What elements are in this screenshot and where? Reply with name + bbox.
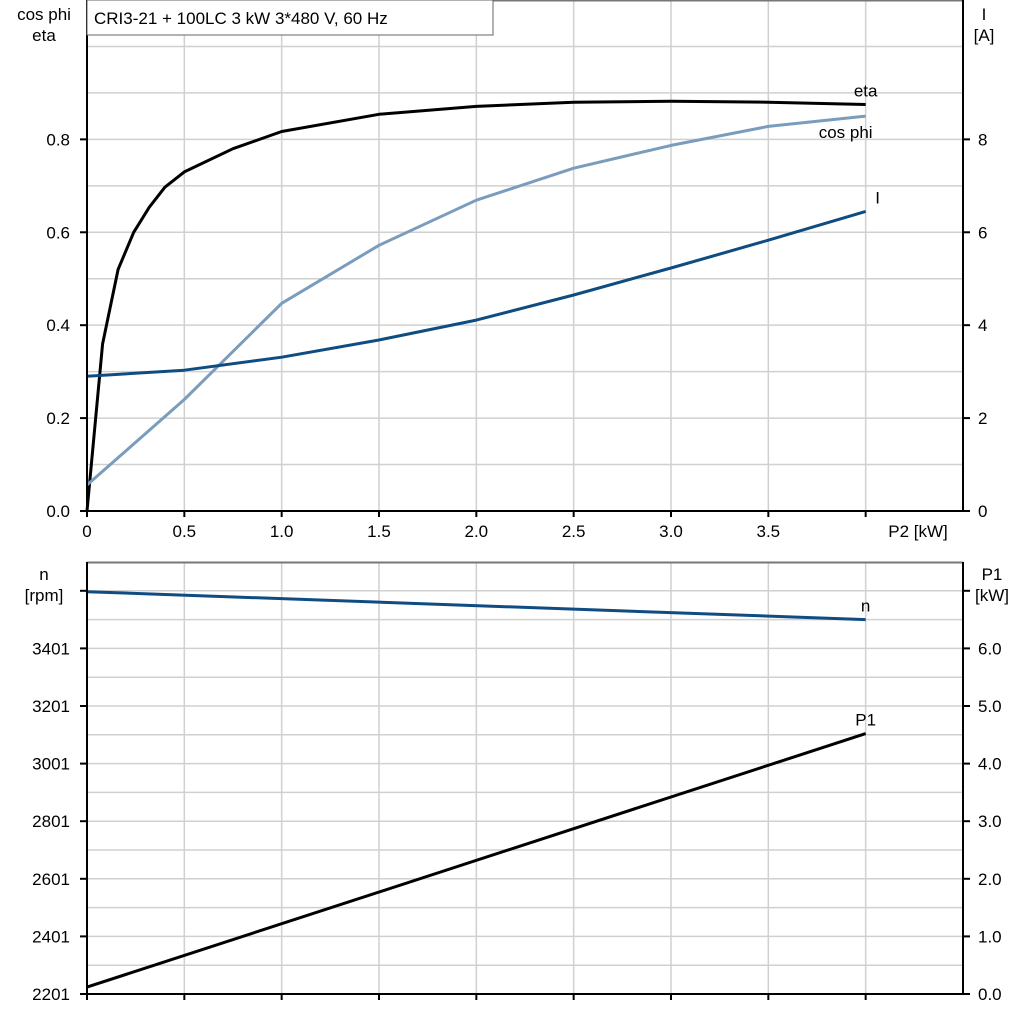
y-right-tick-label: 4 — [978, 316, 987, 335]
series-label-n: n — [861, 597, 870, 616]
series-line-n — [86, 590, 866, 622]
series-line-I — [86, 209, 867, 378]
x-tick-label: 1.5 — [367, 522, 391, 541]
x-tick-label: 0 — [82, 522, 91, 541]
y-right-tick-label: 0.0 — [978, 985, 1002, 1004]
series-label-cos-phi: cos phi — [819, 123, 873, 142]
y-left-tick-label: 2801 — [32, 812, 70, 831]
series-line-cos-phi — [86, 114, 866, 487]
y-left-axis-label: eta — [32, 26, 56, 45]
y-left-tick-label: 2201 — [32, 985, 70, 1004]
y-right-axis-label: I — [982, 5, 987, 24]
y-left-axis-label: [rpm] — [25, 586, 64, 605]
series-label-eta: eta — [854, 82, 878, 101]
y-left-tick-label: 2401 — [32, 927, 70, 946]
y-left-tick-label: 3001 — [32, 755, 70, 774]
y-left-tick-label: 0.6 — [46, 223, 70, 242]
y-left-axis-label: cos phi — [17, 5, 71, 24]
y-right-tick-label: 0 — [978, 502, 987, 521]
series-label-P1: P1 — [855, 711, 876, 730]
y-right-tick-label: 6 — [978, 223, 987, 242]
y-left-tick-label: 0.2 — [46, 409, 70, 428]
x-tick-label: 3.5 — [757, 522, 781, 541]
x-tick-label: 0.5 — [173, 522, 197, 541]
chart-title-box: CRI3-21 + 100LC 3 kW 3*480 V, 60 Hz — [86, 0, 494, 36]
x-tick-label: 2.0 — [465, 522, 489, 541]
y-right-axis-label: P1 — [982, 565, 1003, 584]
y-right-tick-label: 5.0 — [978, 697, 1002, 716]
x-tick-label: 1.0 — [270, 522, 294, 541]
y-right-axis-label: [kW] — [975, 586, 1009, 605]
series-line-P1 — [86, 732, 867, 989]
x-axis-label: P2 [kW] — [888, 522, 948, 541]
y-right-tick-label: 6.0 — [978, 639, 1002, 658]
y-left-tick-label: 3401 — [32, 639, 70, 658]
x-tick-label: 3.0 — [659, 522, 683, 541]
y-right-axis-label: [A] — [974, 26, 995, 45]
x-tick-label: 2.5 — [562, 522, 586, 541]
y-left-tick-label: 0.8 — [46, 130, 70, 149]
y-right-tick-label: 8 — [978, 130, 987, 149]
y-left-tick-label: 0.4 — [46, 316, 70, 335]
y-right-tick-label: 3.0 — [978, 812, 1002, 831]
y-left-tick-label: 0.0 — [46, 502, 70, 521]
y-right-tick-label: 4.0 — [978, 755, 1002, 774]
chart-title: CRI3-21 + 100LC 3 kW 3*480 V, 60 Hz — [94, 9, 388, 28]
y-left-axis-label: n — [39, 565, 48, 584]
series-label-I: I — [875, 188, 880, 207]
series-line-eta — [85, 99, 866, 512]
y-left-tick-label: 3201 — [32, 697, 70, 716]
y-right-tick-label: 2.0 — [978, 870, 1002, 889]
y-left-tick-label: 2601 — [32, 870, 70, 889]
y-right-tick-label: 1.0 — [978, 927, 1002, 946]
y-right-tick-label: 2 — [978, 409, 987, 428]
